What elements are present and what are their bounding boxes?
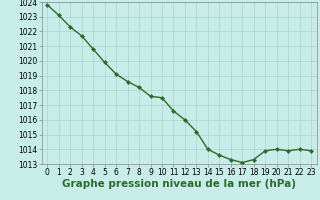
X-axis label: Graphe pression niveau de la mer (hPa): Graphe pression niveau de la mer (hPa) [62,179,296,189]
